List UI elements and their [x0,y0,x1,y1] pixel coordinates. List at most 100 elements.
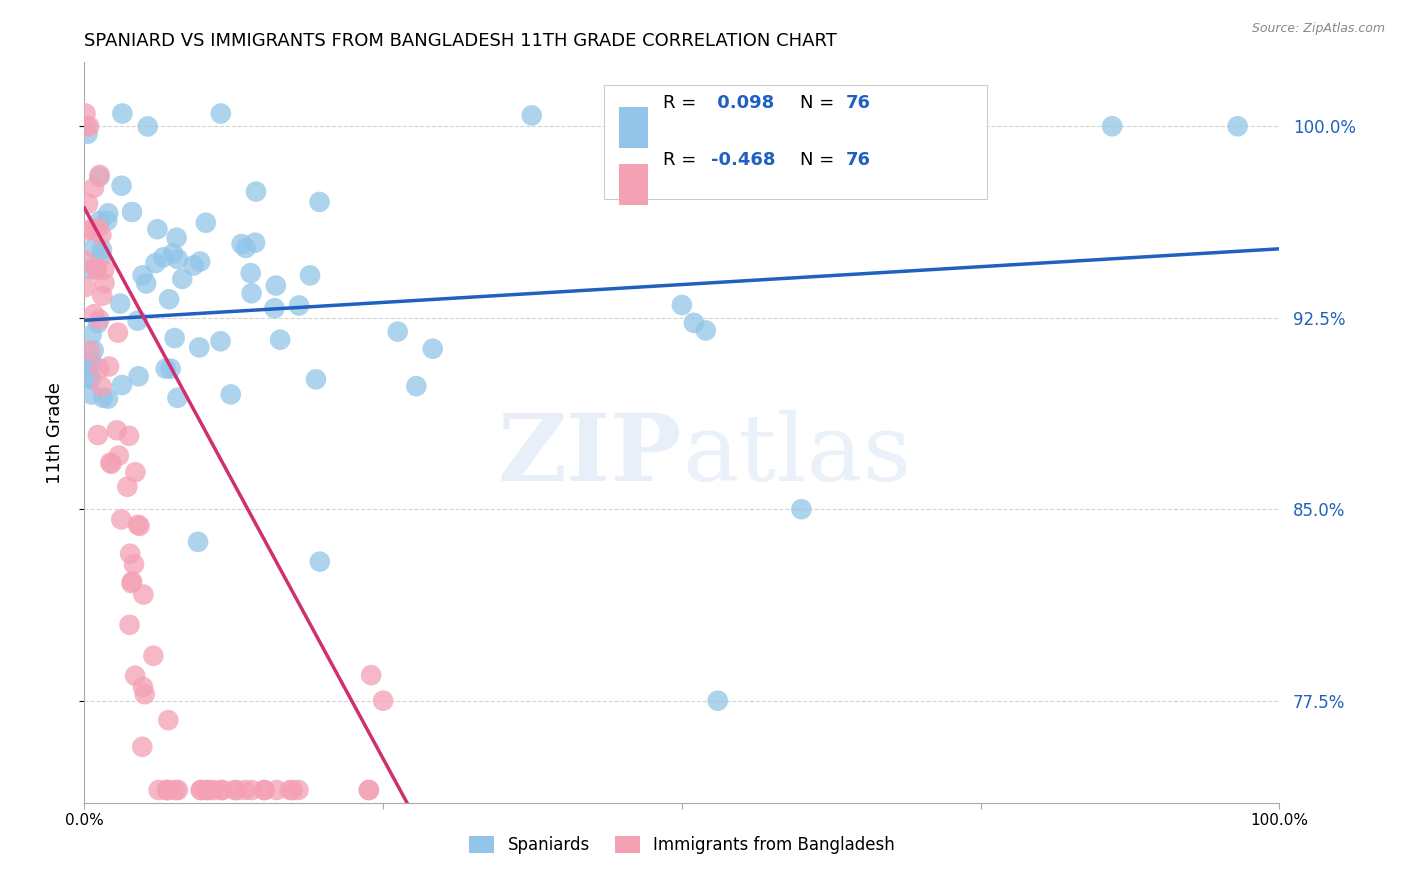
Point [80,371,103,385]
Point [75,254,97,268]
Point [76,120,98,134]
Point [79,262,101,277]
Point [159,361,181,376]
Point [77,196,100,211]
Point [266,783,288,797]
Point [308,555,330,569]
Point [305,372,328,386]
Point [405,379,427,393]
Point [165,783,187,797]
Point [89,168,111,182]
Point [1226,120,1249,134]
Point [110,178,132,193]
Point [190,783,212,797]
Point [87,220,110,235]
Point [87,316,110,330]
Point [76,127,98,141]
Text: ZIP: ZIP [498,409,682,500]
Point [156,783,179,797]
Point [145,256,167,270]
Point [183,259,205,273]
Point [93,263,115,277]
Point [298,268,321,283]
Y-axis label: 11th Grade: 11th Grade [45,382,63,483]
Point [80,387,103,401]
Point [225,783,247,797]
Point [253,783,276,797]
Point [80,327,103,342]
Point [707,694,730,708]
Point [146,222,169,236]
Point [152,250,174,264]
Point [219,387,242,401]
Point [90,380,112,394]
Text: N =: N = [800,151,841,169]
Point [75,106,97,120]
Point [190,783,212,797]
Point [209,783,232,797]
Point [269,333,291,347]
Point [239,266,262,280]
Point [373,694,395,708]
Point [136,120,159,134]
Point [124,465,146,479]
Point [790,502,813,516]
Point [166,230,188,244]
Point [90,250,112,264]
Point [1101,120,1123,134]
Point [91,243,114,257]
Point [89,169,111,184]
Point [264,278,287,293]
Point [117,480,139,494]
Point [157,713,180,727]
Point [108,449,131,463]
Text: atlas: atlas [682,409,911,500]
Text: 0.098: 0.098 [710,94,773,112]
Point [235,241,257,255]
Point [166,391,188,405]
Point [142,648,165,663]
Point [77,120,100,134]
Point [89,213,111,227]
Point [122,558,145,572]
Point [131,739,153,754]
Point [240,783,263,797]
Point [198,783,221,797]
Point [91,289,114,303]
Bar [619,107,648,147]
Point [107,326,129,340]
Point [172,272,194,286]
Point [75,280,97,294]
Point [120,547,142,561]
Point [155,361,177,376]
Point [124,669,146,683]
Point [110,512,132,526]
Point [127,517,149,532]
Point [79,372,101,386]
Point [135,277,157,291]
Point [163,331,186,345]
Point [211,783,233,797]
Point [288,298,311,312]
Point [194,216,217,230]
Point [231,237,253,252]
Point [132,680,155,694]
Text: 76: 76 [845,94,870,112]
Point [89,362,111,376]
Point [209,334,232,349]
Point [263,301,285,316]
Point [84,263,107,277]
Point [118,429,141,443]
Point [162,246,184,260]
Point [188,340,211,354]
Point [77,223,100,237]
Point [157,292,180,306]
Point [83,343,105,358]
Point [209,106,232,120]
Point [387,325,409,339]
Point [80,222,103,236]
Text: 76: 76 [845,151,870,169]
Point [520,108,543,122]
Point [86,261,108,276]
Point [96,213,118,227]
